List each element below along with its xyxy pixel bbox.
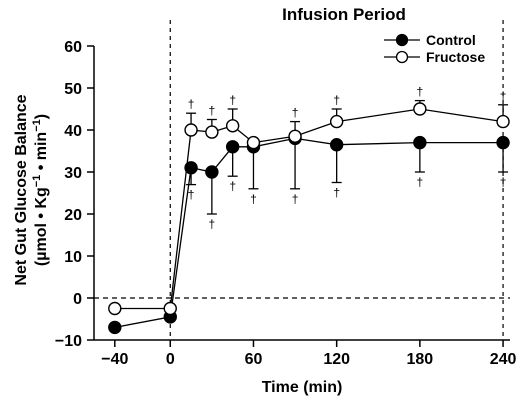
data-point-control xyxy=(329,137,344,152)
x-tick-label: 60 xyxy=(245,351,263,368)
legend-fructose-label: Fructose xyxy=(426,49,485,65)
series-line-control xyxy=(114,137,504,329)
data-point-fructose xyxy=(413,102,427,116)
data-point-fructose xyxy=(184,123,198,137)
data-point-control xyxy=(496,135,510,150)
y-axis-unit-suffix: ) xyxy=(33,114,50,119)
data-point-control xyxy=(413,135,427,150)
x-tick-label: 180 xyxy=(407,351,434,368)
data-point-fructose xyxy=(205,125,219,139)
data-point-fructose xyxy=(163,301,177,316)
y-axis-unit-sup2: −1 xyxy=(31,119,43,132)
x-tick-label: −40 xyxy=(101,351,128,368)
data-point-control xyxy=(108,320,122,335)
y-axis-title-line1: Net Gut Glucose Balance xyxy=(13,94,30,285)
legend: Control Fructose xyxy=(384,32,485,65)
y-tick-label: −10 xyxy=(55,333,82,350)
significance-mark: † xyxy=(417,175,424,189)
y-tick-label: 0 xyxy=(73,291,82,308)
data-point-control xyxy=(225,140,240,154)
y-tick-label: 40 xyxy=(64,123,82,140)
significance-mark: † xyxy=(500,89,507,103)
x-tick-label: 120 xyxy=(323,351,350,368)
significance-mark: † xyxy=(188,97,195,111)
data-point-control xyxy=(205,165,219,179)
significance-mark: † xyxy=(209,104,216,118)
significance-mark: † xyxy=(333,186,340,200)
data-point-fructose xyxy=(329,114,344,129)
x-axis-title: Time (min) xyxy=(262,379,343,396)
significance-mark: † xyxy=(188,188,195,202)
significance-mark: † xyxy=(250,192,257,206)
y-axis-unit-mid: • min xyxy=(33,132,50,175)
plot-area: † † † † † † † † † † † † † † † xyxy=(108,85,510,335)
reference-lines xyxy=(94,20,510,340)
data-point-fructose xyxy=(225,119,240,133)
y-tick-label: 60 xyxy=(64,39,82,56)
data-point-control xyxy=(184,161,198,175)
legend-control-marker xyxy=(395,33,409,47)
data-point-fructose xyxy=(288,129,302,144)
y-tick-label: 30 xyxy=(64,165,82,182)
x-tick-label: 0 xyxy=(166,351,175,368)
axes: −10 0 10 20 30 40 50 60 −40 0 60 120 180 240 xyxy=(55,39,517,368)
infusion-period-label: Infusion Period xyxy=(282,5,406,24)
y-axis-unit-sup1: −1 xyxy=(31,175,43,188)
significance-mark: † xyxy=(333,93,340,107)
significance-mark: † xyxy=(229,93,236,107)
y-axis-title-line2: (µmol • Kg−1 • min−1) xyxy=(31,114,50,266)
series-line-fructose xyxy=(114,108,504,310)
significance-mark: † xyxy=(292,192,299,206)
significance-mark: † xyxy=(500,175,507,189)
x-tick-label: 240 xyxy=(490,351,517,368)
significance-mark: † xyxy=(209,217,216,231)
y-tick-label: 20 xyxy=(64,207,82,224)
legend-fructose-marker xyxy=(395,50,409,64)
y-tick-label: 50 xyxy=(64,81,82,98)
legend-control-label: Control xyxy=(426,32,476,48)
significance-mark: † xyxy=(417,85,424,99)
data-point-fructose xyxy=(246,135,261,150)
y-axis-unit-prefix: (µmol • Kg xyxy=(33,187,50,266)
significance-mark: † xyxy=(229,179,236,193)
data-point-fructose xyxy=(108,301,122,316)
y-tick-label: 10 xyxy=(64,249,82,266)
data-point-fructose xyxy=(496,114,510,129)
significance-mark: † xyxy=(292,106,299,120)
series-fructose: † † † † † † † xyxy=(108,85,510,316)
